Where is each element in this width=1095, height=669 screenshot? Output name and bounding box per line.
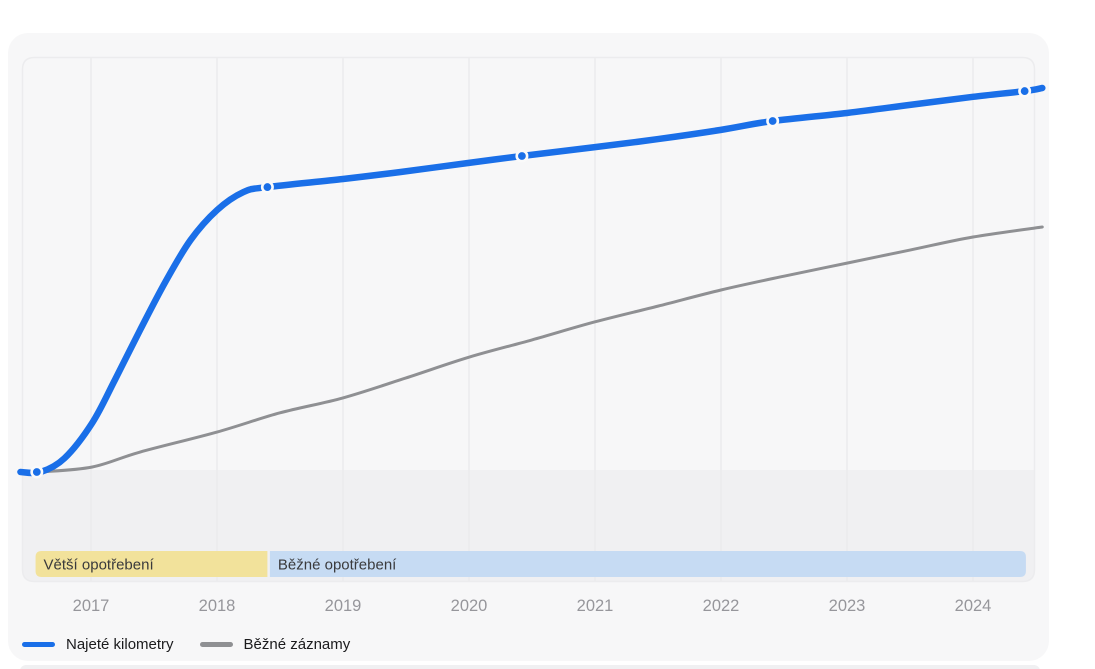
legend-label: Běžné záznamy bbox=[243, 636, 351, 653]
legend-swatch-icon bbox=[199, 642, 233, 647]
mileage-chart-card bbox=[8, 33, 1049, 661]
legend-label: Najeté kilometry bbox=[66, 636, 174, 653]
next-section-card-edge bbox=[20, 665, 1040, 669]
legend-item-0[interactable]: Najeté kilometry bbox=[22, 636, 174, 653]
chart-legend: Najeté kilometry Běžné záznamy bbox=[22, 636, 350, 653]
legend-swatch-icon bbox=[22, 642, 55, 647]
legend-item-1[interactable]: Běžné záznamy bbox=[199, 636, 351, 653]
